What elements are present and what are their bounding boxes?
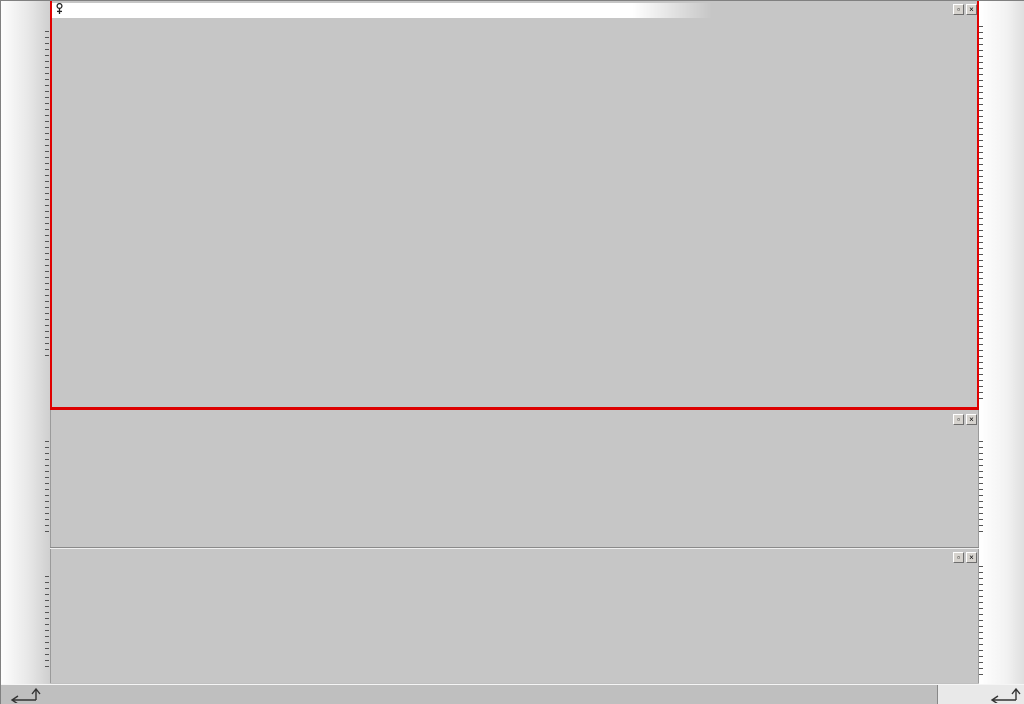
main-chart-pane[interactable] [50,1,979,407]
time-axis-right-panel [937,685,1024,704]
chart-header [52,2,712,18]
rsi-left-ticks [45,576,49,671]
dssb-pane-buttons: ▫ × [953,414,977,425]
maximize-button[interactable]: ▫ [953,4,964,15]
right-axis-panel[interactable] [979,1,1024,684]
rsi-pane-buttons: ▫ × [953,552,977,563]
rsi-indicator-pane[interactable] [50,549,979,683]
dssb-indicator-pane[interactable] [50,410,979,547]
pane-separator-dssb-rsi[interactable] [50,547,979,549]
left-axis-panel[interactable] [1,1,50,684]
left-axis-ticks [45,31,49,361]
main-pane-buttons: ▫ × [953,4,977,15]
maximize-button[interactable]: ▫ [953,414,964,425]
pane-separator-main-dssb[interactable] [50,407,979,410]
right-axis-ticks [979,26,983,401]
rsi-right-ticks [979,566,983,676]
close-button[interactable]: × [966,4,977,15]
maximize-button[interactable]: ▫ [953,552,964,563]
close-button[interactable]: × [966,414,977,425]
dssb-right-ticks [979,441,983,536]
time-axis[interactable] [1,684,1024,704]
chart-pin-icon[interactable] [55,2,64,18]
close-button[interactable]: × [966,552,977,563]
dssb-left-ticks [45,441,49,536]
